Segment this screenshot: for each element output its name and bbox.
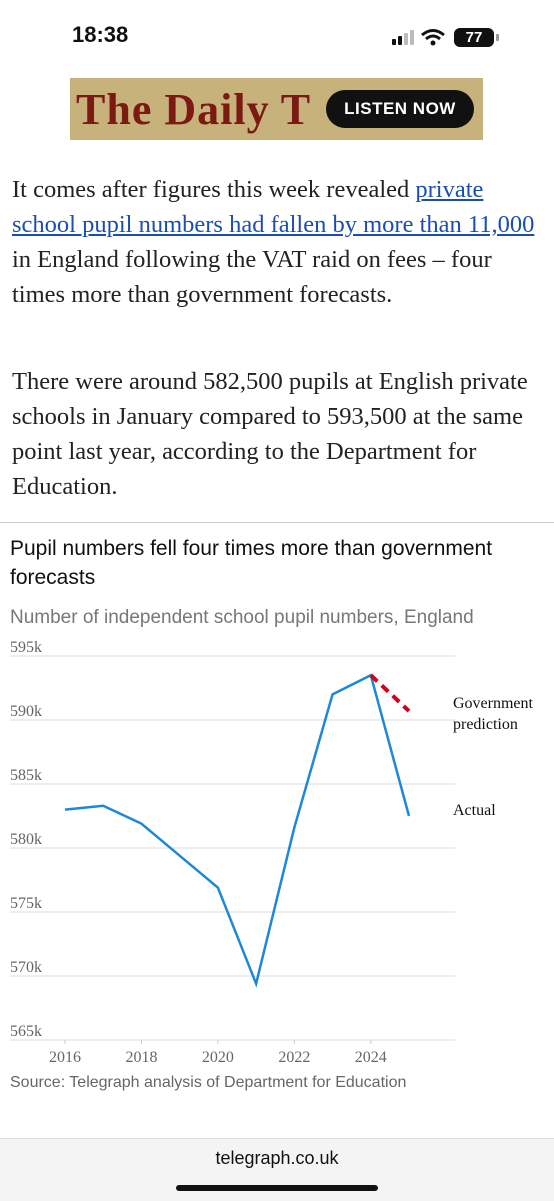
line-series — [64, 673, 411, 988]
ad-brand: The Daily T — [76, 85, 312, 134]
status-time: 18:38 — [72, 22, 129, 47]
x-tick-label: 2020 — [202, 1049, 234, 1066]
chart: 565k 570k 575k 580k 585k 590k 595k 2016 2018 2020… — [10, 640, 455, 1066]
y-tick-label: 565k — [10, 1023, 42, 1040]
y-tick-label: 570k — [10, 959, 42, 976]
battery-level: 77 — [466, 29, 483, 46]
series-label: Actual — [453, 802, 496, 819]
x-tick-label: 2016 — [49, 1049, 81, 1066]
text: It comes after figures this week reveale… — [12, 176, 416, 203]
y-tick-label: 580k — [10, 831, 42, 848]
status-icons: 77 — [392, 28, 499, 47]
x-tick-label: 2018 — [125, 1049, 157, 1066]
y-tick-label: 590k — [10, 703, 42, 720]
paragraph: There were around 582,500 pupils at Engl… — [12, 368, 528, 500]
x-tick-label: 2024 — [355, 1049, 387, 1066]
line-series — [369, 673, 411, 713]
y-tick-label: 595k — [10, 640, 42, 656]
ad-button[interactable]: LISTEN NOW — [326, 90, 474, 128]
separator — [0, 522, 554, 523]
ad-banner[interactable]: The Daily T LISTEN NOW — [70, 78, 483, 140]
y-tick-label: 585k — [10, 767, 42, 784]
y-tick-label: 575k — [10, 895, 42, 912]
text: in England following the VAT raid on fee… — [12, 246, 492, 308]
link[interactable]: private school pupil numbers had fallen … — [12, 176, 535, 238]
home-indicator — [176, 1185, 378, 1191]
paragraph: It comes after figures this week reveale… — [12, 172, 537, 312]
x-tick-label: 2022 — [278, 1049, 310, 1066]
series-label: Government prediction — [453, 695, 533, 734]
chart-subtitle: Number of independent school pupil numbe… — [10, 607, 474, 628]
url[interactable]: telegraph.co.uk — [215, 1148, 339, 1168]
chart-source: Source: Telegraph analysis of Department… — [10, 1074, 407, 1091]
chart-title: Pupil numbers fell four times more than … — [10, 537, 493, 589]
